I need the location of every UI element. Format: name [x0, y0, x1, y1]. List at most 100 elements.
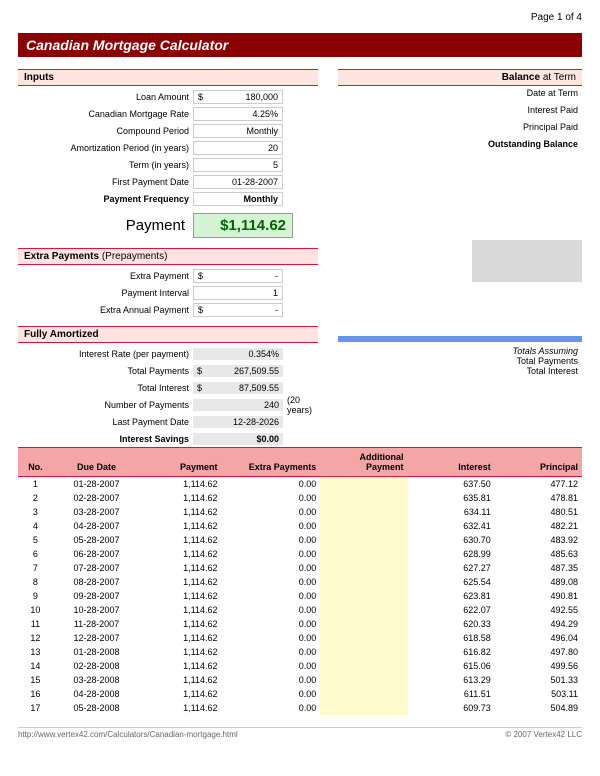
extra-header-text: Extra Payments: [24, 251, 99, 262]
cell: 0.00: [221, 645, 320, 659]
cell: [320, 701, 407, 715]
totals-label: Total Interest: [338, 366, 582, 376]
cell: 4: [18, 519, 53, 533]
cell: 02-28-2007: [53, 491, 140, 505]
field-value[interactable]: 0.354%: [193, 348, 283, 360]
col-header: Due Date: [53, 448, 140, 477]
field-value[interactable]: 5: [193, 158, 283, 172]
field-label: Last Payment Date: [18, 417, 193, 427]
field-row: Amortization Period (in years)20: [18, 139, 318, 156]
cell: 634.11: [408, 505, 495, 519]
cell: 03-28-2007: [53, 505, 140, 519]
right-column: Balance at Term Date at TermInterest Pai…: [338, 69, 582, 447]
totals-label: Total Payments: [338, 356, 582, 366]
cell: 620.33: [408, 617, 495, 631]
left-column: Inputs Loan Amount$180,000Canadian Mortg…: [18, 69, 318, 447]
balance-label: Interest Paid: [338, 105, 582, 122]
cell: 0.00: [221, 491, 320, 505]
cell: 0.00: [221, 659, 320, 673]
cell: 487.35: [495, 561, 582, 575]
field-label: Total Payments: [18, 366, 193, 376]
field-label: Number of Payments: [18, 400, 193, 410]
fully-rows: Interest Rate (per payment)0.354%Total P…: [18, 345, 318, 447]
cell: [320, 533, 407, 547]
page-indicator: Page 1 of 4: [18, 12, 582, 23]
cell: 627.27: [408, 561, 495, 575]
schedule-body: 101-28-20071,114.620.00637.50477.12202-2…: [18, 477, 582, 716]
cell: 0.00: [221, 547, 320, 561]
cell: 496.04: [495, 631, 582, 645]
field-label: Payment Interval: [18, 288, 193, 298]
cell: 0.00: [221, 505, 320, 519]
field-value[interactable]: $87,509.55: [193, 382, 283, 394]
cell: 497.80: [495, 645, 582, 659]
table-row: 505-28-20071,114.620.00630.70483.92: [18, 533, 582, 547]
cell: 5: [18, 533, 53, 547]
field-value[interactable]: $267,509.55: [193, 365, 283, 377]
field-row: Compound PeriodMonthly: [18, 122, 318, 139]
cell: 503.11: [495, 687, 582, 701]
table-row: 202-28-20071,114.620.00635.81478.81: [18, 491, 582, 505]
payment-label: Payment: [18, 217, 193, 234]
cell: 1,114.62: [140, 477, 221, 492]
field-value[interactable]: 240: [193, 399, 283, 411]
page-title: Canadian Mortgage Calculator: [18, 33, 582, 57]
field-label: Amortization Period (in years): [18, 143, 193, 153]
table-row: 606-28-20071,114.620.00628.99485.63: [18, 547, 582, 561]
cell: 1,114.62: [140, 519, 221, 533]
col-header: Interest: [408, 448, 495, 477]
field-value[interactable]: Monthly: [193, 192, 283, 206]
col-header: No.: [18, 448, 53, 477]
balance-header-text: Balance: [502, 72, 540, 83]
balance-rows: Date at TermInterest PaidPrincipal PaidO…: [338, 88, 582, 156]
cell: 0.00: [221, 477, 320, 492]
cell: 04-28-2008: [53, 687, 140, 701]
field-label: Interest Rate (per payment): [18, 349, 193, 359]
field-value[interactable]: Monthly: [193, 124, 283, 138]
cell: 03-28-2008: [53, 673, 140, 687]
field-value[interactable]: $180,000: [193, 90, 283, 104]
balance-label: Principal Paid: [338, 122, 582, 139]
cell: 0.00: [221, 673, 320, 687]
cell: 1,114.62: [140, 659, 221, 673]
field-row: Payment Interval1: [18, 284, 318, 301]
cell: 504.89: [495, 701, 582, 715]
field-value[interactable]: 4.25%: [193, 107, 283, 121]
field-value[interactable]: $-: [193, 303, 283, 317]
cell: 1,114.62: [140, 673, 221, 687]
cell: 494.29: [495, 617, 582, 631]
field-note: (20 years): [287, 395, 318, 415]
table-row: 303-28-20071,114.620.00634.11480.51: [18, 505, 582, 519]
cell: 2: [18, 491, 53, 505]
field-value[interactable]: 1: [193, 286, 283, 300]
table-row: 909-28-20071,114.620.00623.81490.81: [18, 589, 582, 603]
field-value[interactable]: 01-28-2007: [193, 175, 283, 189]
field-value[interactable]: $0.00: [193, 433, 283, 445]
cell: 1,114.62: [140, 603, 221, 617]
cell: 630.70: [408, 533, 495, 547]
field-row: Number of Payments240 (20 years): [18, 396, 318, 413]
field-value[interactable]: 12-28-2026: [193, 416, 283, 428]
field-row: Loan Amount$180,000: [18, 88, 318, 105]
cell: 480.51: [495, 505, 582, 519]
field-label: Interest Savings: [18, 434, 193, 444]
field-value[interactable]: 20: [193, 141, 283, 155]
cell: 501.33: [495, 673, 582, 687]
cell: 1,114.62: [140, 589, 221, 603]
cell: 1,114.62: [140, 687, 221, 701]
field-row: Total Payments$267,509.55: [18, 362, 318, 379]
cell: [320, 547, 407, 561]
cell: [320, 617, 407, 631]
field-label: Total Interest: [18, 383, 193, 393]
cell: 1,114.62: [140, 561, 221, 575]
cell: 1,114.62: [140, 547, 221, 561]
footer-url: http://www.vertex42.com/Calculators/Cana…: [18, 730, 238, 739]
extra-header-sub: (Prepayments): [102, 251, 168, 262]
field-row: Extra Annual Payment$-: [18, 301, 318, 318]
schedule-table: No.Due DatePaymentExtra PaymentsAddition…: [18, 447, 582, 715]
field-row: First Payment Date01-28-2007: [18, 173, 318, 190]
field-value[interactable]: $-: [193, 269, 283, 283]
field-row: Term (in years)5: [18, 156, 318, 173]
field-row: Interest Savings$0.00: [18, 430, 318, 447]
table-row: 808-28-20071,114.620.00625.54489.08: [18, 575, 582, 589]
